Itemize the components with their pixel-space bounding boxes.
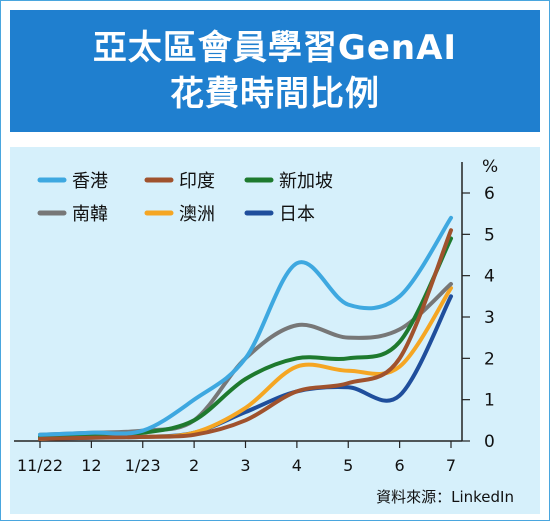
y-tick-label: 1 <box>484 391 495 411</box>
y-tick-label: 0 <box>484 432 495 452</box>
title-banner: 亞太區會員學習GenAI 花費時間比例 <box>10 10 540 132</box>
y-tick-label: 6 <box>484 184 495 204</box>
legend-label: 澳洲 <box>179 204 215 225</box>
source-note: 資料來源：LinkedIn <box>376 488 514 506</box>
legend-label: 新加坡 <box>279 171 333 192</box>
y-tick-label: 4 <box>484 267 495 287</box>
y-tick-label: 5 <box>484 225 495 245</box>
x-tick-label: 12 <box>81 456 101 475</box>
x-tick-label: 4 <box>292 456 302 475</box>
series-line <box>38 228 453 441</box>
chart-title-line2: 花費時間比例 <box>170 74 380 114</box>
legend-label: 日本 <box>279 204 315 225</box>
y-tick-label: 2 <box>484 349 495 369</box>
chart-title-line1: 亞太區會員學習GenAI <box>92 28 458 68</box>
x-tick-label: 7 <box>446 456 456 475</box>
legend-label: 印度 <box>179 171 215 192</box>
x-tick-label: 3 <box>240 456 250 475</box>
plot-background <box>10 147 540 514</box>
y-tick-label: 3 <box>484 308 495 328</box>
x-tick-label: 5 <box>343 456 353 475</box>
x-tick-label: 11/22 <box>17 456 63 475</box>
legend-label: 香港 <box>72 171 108 192</box>
series-line <box>38 215 453 437</box>
series-line <box>38 286 453 441</box>
y-axis-unit: % <box>482 157 498 177</box>
x-tick-label: 6 <box>395 456 405 475</box>
x-tick-label: 2 <box>189 456 199 475</box>
legend-label: 南韓 <box>72 204 108 225</box>
x-tick-label: 1/23 <box>125 456 161 475</box>
